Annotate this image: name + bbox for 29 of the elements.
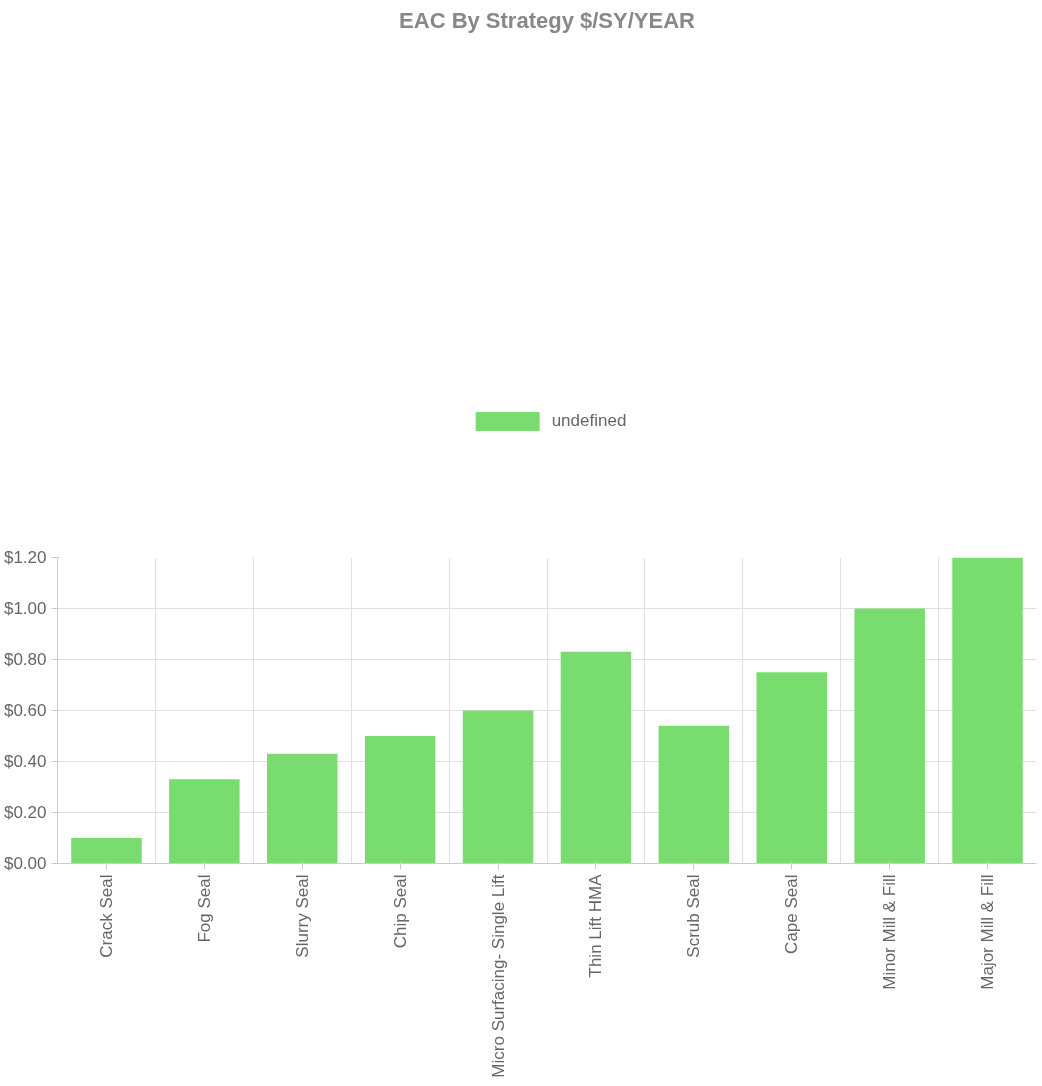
x-tick-label: Scrub Seal [684, 874, 704, 958]
y-tick-label: $0.20 [3, 803, 47, 822]
x-tick-label: Crack Seal [96, 874, 116, 958]
bar [560, 651, 632, 864]
bar [756, 672, 827, 864]
bar [169, 779, 240, 864]
bar [71, 838, 142, 864]
y-tick-label: $0.60 [3, 701, 47, 720]
y-tick-label: $1.20 [3, 548, 47, 567]
x-tick-label: Cape Seal [782, 874, 802, 954]
bar [854, 608, 925, 864]
x-tick-label: Minor Mill & Fill [880, 874, 900, 990]
legend-label: undefined [551, 411, 627, 431]
chart-title: EAC By Strategy $/SY/YEAR [399, 7, 696, 33]
bar [267, 753, 338, 864]
bar [952, 557, 1023, 864]
x-tick-label: Thin Lift HMA [586, 873, 606, 978]
bar [658, 725, 730, 864]
bar [462, 710, 534, 864]
x-tick-label: Micro Surfacing- Single Lift [488, 874, 508, 1078]
x-tick-label: Chip Seal [390, 874, 410, 949]
x-tick-label: Slurry Seal [292, 874, 312, 958]
bar [364, 736, 436, 864]
x-tick-label: Fog Seal [194, 874, 214, 943]
y-tick-label: $0.40 [3, 752, 47, 771]
y-tick-label: $1.00 [3, 599, 47, 618]
y-tick-label: $0.80 [3, 650, 47, 669]
x-tick-label: Major Mill & Fill [978, 874, 998, 990]
y-tick-label: $0.00 [3, 854, 47, 873]
